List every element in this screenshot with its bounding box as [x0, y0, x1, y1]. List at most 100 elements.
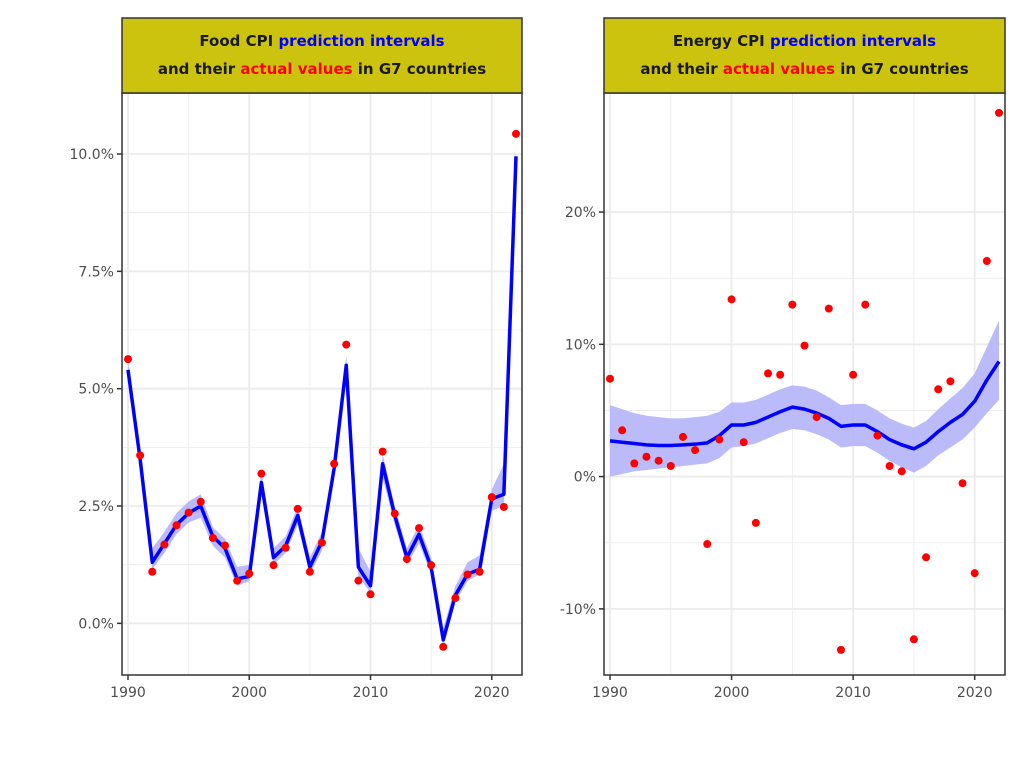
actual-value-point [499, 502, 508, 511]
actual-value-point [172, 521, 181, 530]
actual-value-point [824, 304, 833, 313]
actual-value-point [873, 431, 882, 440]
actual-value-point [618, 426, 627, 435]
actual-value-point [512, 129, 520, 138]
strip-title-part: Food CPI [199, 32, 273, 50]
prediction-interval-band [610, 320, 999, 477]
actual-value-point [995, 108, 1003, 117]
strip-title-part: in G7 countries [353, 60, 487, 78]
strip-title-part: prediction intervals [273, 32, 444, 50]
actual-value-point [849, 370, 858, 379]
actual-value-point [788, 300, 797, 309]
actual-value-point [305, 567, 314, 576]
actual-value-point [136, 451, 145, 460]
prediction-interval-band [128, 149, 516, 647]
actual-value-point [764, 369, 773, 378]
actual-value-point [427, 561, 436, 570]
actual-value-point [666, 462, 675, 471]
x-tick-label: 1990 [110, 685, 146, 701]
actual-value-point [366, 590, 375, 599]
y-tick-label: 0% [574, 470, 596, 486]
strip-title-line-1: Food CPI prediction intervals [199, 32, 444, 50]
actual-value-point [727, 295, 736, 304]
actual-value-point [378, 447, 387, 456]
actual-value-point [318, 538, 326, 547]
panel-0: 0.0% 2.5% 5.0% 7.5% 10.0% 1990 2000 2010 2020 Foo… [70, 17, 523, 701]
actual-value-point [342, 340, 351, 349]
actual-value-point [897, 467, 906, 476]
actual-value-point [800, 341, 809, 350]
actual-value-point [148, 567, 157, 576]
actual-value-point [715, 435, 724, 444]
strip-title-line-1: Energy CPI prediction intervals [673, 32, 936, 50]
strip-title-part: Energy CPI [673, 32, 765, 50]
y-tick-label: 7.5% [78, 264, 114, 280]
actual-value-point [208, 533, 217, 542]
x-tick-label: 2020 [474, 685, 510, 701]
actual-value-point [934, 385, 943, 394]
actual-value-point [922, 553, 931, 562]
actual-value-point [439, 642, 448, 651]
actual-value-point [451, 594, 460, 603]
actual-value-point [946, 377, 955, 386]
facet-strip [121, 17, 523, 94]
actual-value-point [885, 462, 894, 471]
strip-title-part: in G7 countries [835, 60, 969, 78]
strip-title-part: and their [158, 60, 236, 78]
actual-value-point [982, 256, 991, 265]
actual-value-point [124, 355, 132, 364]
x-tick-label: 2010 [353, 685, 389, 701]
x-tick-label: 2010 [835, 685, 871, 701]
actual-value-point [281, 543, 290, 552]
actual-value-point [654, 456, 663, 465]
actual-value-point [269, 561, 278, 570]
actual-value-point [475, 567, 484, 576]
y-tick-label: 2.5% [78, 499, 114, 515]
actual-value-point [196, 497, 205, 506]
facet-strip [603, 17, 1006, 94]
actual-value-point [691, 446, 700, 455]
actual-value-point [861, 300, 870, 309]
actual-value-point [354, 576, 363, 585]
prediction-line [609, 360, 1001, 451]
x-tick-label: 1990 [592, 685, 628, 701]
y-tick-label: 5.0% [78, 382, 114, 398]
strip-title-line-2: and their actual values in G7 countries [158, 60, 486, 78]
actual-value-point [293, 504, 302, 513]
strip-title-part: actual values [718, 60, 835, 78]
x-tick-label: 2000 [714, 685, 750, 701]
actual-value-point [642, 452, 651, 461]
actual-value-point [221, 541, 229, 550]
y-tick-label: 20% [565, 205, 596, 221]
strip-title-part: prediction intervals [765, 32, 936, 50]
actual-value-point [678, 432, 687, 441]
actual-value-point [703, 540, 712, 549]
actual-value-point [463, 570, 472, 579]
y-tick-label: -10% [560, 602, 596, 618]
actual-value-point [958, 479, 967, 488]
plot-background [604, 93, 1005, 675]
actual-value-point [606, 374, 614, 383]
actual-value-point [751, 518, 760, 527]
y-tick-label: 0.0% [78, 616, 114, 632]
actual-value-point [160, 540, 169, 549]
strip-title-line-2: and their actual values in G7 countries [640, 60, 968, 78]
actual-value-point [970, 569, 979, 578]
actual-value-point [836, 645, 845, 654]
actual-value-point [739, 438, 748, 447]
actual-value-point [233, 576, 242, 585]
x-tick-label: 2020 [957, 685, 993, 701]
actual-value-point [245, 569, 254, 578]
y-tick-label: 10.0% [70, 147, 114, 163]
actual-value-point [487, 493, 496, 502]
actual-value-point [415, 524, 423, 533]
x-tick-label: 2000 [231, 685, 267, 701]
strip-title-part: actual values [235, 60, 352, 78]
actual-value-point [402, 555, 411, 564]
actual-value-point [184, 508, 193, 517]
actual-value-point [330, 459, 339, 468]
actual-value-point [630, 459, 639, 468]
panel-1: -10% 0% 10% 20% 1990 2000 2010 2020 Energy CPI p… [560, 17, 1006, 701]
actual-value-point [812, 413, 821, 422]
